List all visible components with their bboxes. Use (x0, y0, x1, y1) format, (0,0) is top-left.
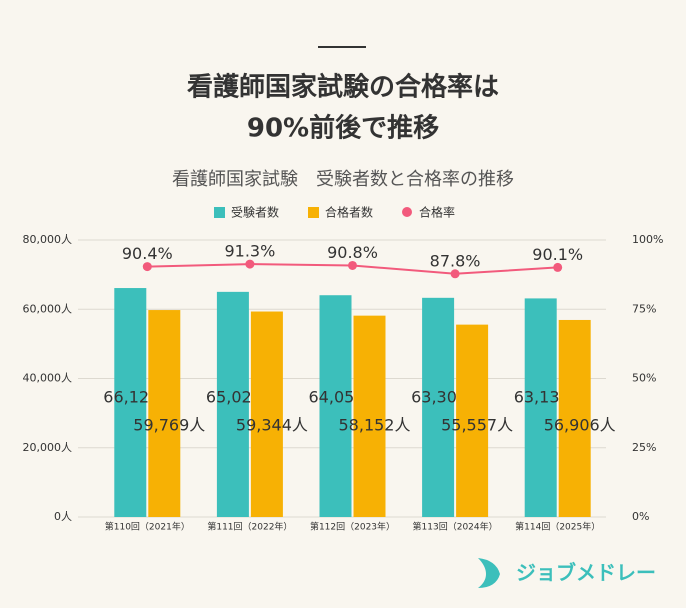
y-tick-label: 20,000人 (23, 441, 73, 454)
data-label: 59,769人 (133, 416, 205, 435)
bar (250, 311, 283, 517)
bar (422, 297, 455, 517)
legend-swatch (308, 207, 319, 218)
rate-point (553, 262, 563, 272)
page-title: 看護師国家試験の合格率は (187, 72, 499, 103)
page-title: 90%前後で推移 (247, 113, 439, 144)
x-tick-label: 第112回（2023年） (310, 521, 395, 533)
data-label: 55,557人 (441, 416, 513, 435)
y-tick-label: 80,000人 (23, 233, 73, 246)
bar (456, 324, 489, 517)
rate-point (348, 260, 357, 270)
data-label: 56,906人 (544, 416, 616, 435)
logo-text: ジョブメドレー (516, 561, 656, 585)
chart-title: 看護師国家試験 受験者数と合格率の推移 (172, 169, 514, 190)
x-tick-label: 第114回（2025年） (515, 521, 600, 533)
x-tick-label: 第111回（2022年） (207, 521, 292, 533)
y-tick-label: 60,000人 (23, 302, 73, 315)
y-tick-label: 40,000人 (23, 372, 73, 385)
y2-tick-label: 100% (632, 233, 663, 246)
bar (524, 298, 557, 517)
rate-label: 87.8% (430, 251, 481, 270)
rate-label: 90.4% (122, 244, 173, 263)
data-label: 58,152人 (339, 416, 411, 435)
x-tick-label: 第113回（2024年） (413, 521, 498, 533)
y2-tick-label: 50% (632, 372, 656, 385)
legend-swatch (214, 207, 225, 218)
bar (216, 291, 249, 517)
y2-tick-label: 0% (632, 510, 649, 523)
rate-point (450, 269, 460, 279)
bar (148, 310, 181, 517)
legend-label: 受験者数 (231, 205, 279, 220)
rate-point (245, 259, 255, 269)
bar (558, 319, 591, 517)
rate-point (142, 262, 152, 272)
bar (114, 288, 147, 517)
bar (319, 295, 352, 517)
logo: ジョブメドレー (478, 558, 656, 588)
x-tick-label: 第110回（2021年） (105, 521, 190, 533)
logo-icon (478, 558, 500, 588)
legend-label: 合格率 (419, 205, 455, 220)
legend-label: 合格者数 (325, 205, 373, 220)
rate-label: 91.3% (224, 242, 275, 261)
y2-tick-label: 25% (632, 441, 656, 454)
y2-tick-label: 75% (632, 302, 656, 315)
data-label: 59,344人 (236, 416, 308, 435)
legend-swatch (402, 207, 412, 217)
bar (353, 315, 386, 517)
rate-label: 90.8% (327, 243, 378, 262)
y-tick-label: 0人 (54, 510, 72, 523)
rate-label: 90.1% (532, 245, 583, 264)
